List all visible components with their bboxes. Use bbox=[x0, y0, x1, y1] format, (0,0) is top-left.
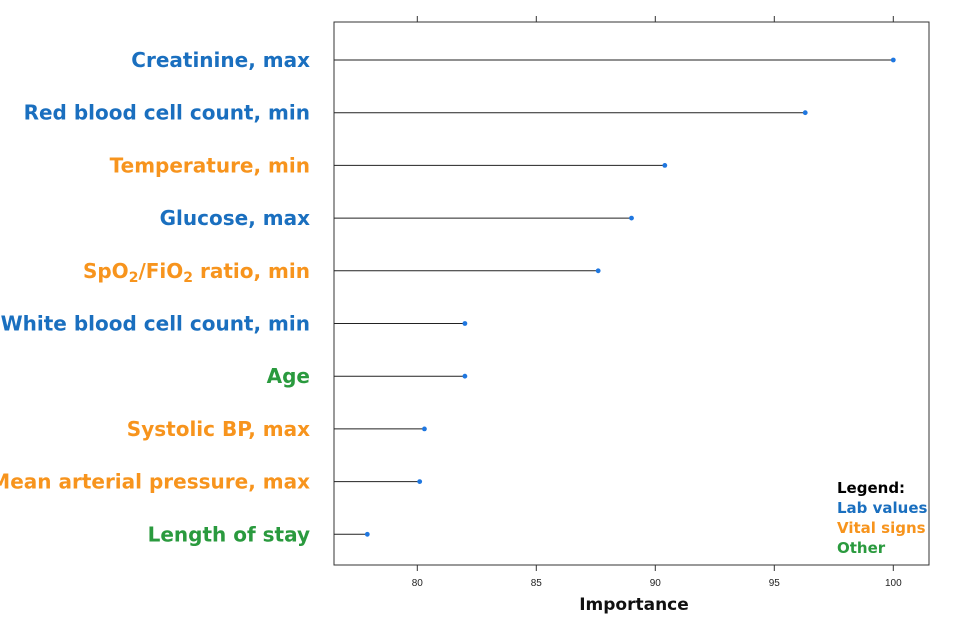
lollipop-point bbox=[462, 373, 468, 379]
lollipop-point bbox=[662, 163, 668, 168]
legend-title: Legend: bbox=[837, 479, 905, 497]
feature-label: Temperature, min bbox=[110, 153, 310, 177]
x-axis: 80 85 90 95 100 bbox=[412, 565, 902, 589]
legend-item-vital: Vital signs bbox=[837, 519, 926, 537]
feature-label: Creatinine, max bbox=[131, 48, 310, 72]
plot-frame bbox=[333, 21, 930, 566]
lollipop-point bbox=[629, 215, 634, 221]
feature-label: White blood cell count, min bbox=[1, 312, 310, 336]
lollipop-stems bbox=[334, 59, 894, 535]
feature-label: SpO2/FiO2 ratio, min bbox=[83, 259, 310, 286]
x-axis-title: Importance bbox=[579, 595, 689, 615]
x-tick-label: 95 bbox=[769, 578, 781, 589]
feature-label: Age bbox=[267, 364, 310, 388]
x-tick-label: 80 bbox=[412, 578, 424, 589]
x-tick-label: 85 bbox=[531, 578, 543, 589]
legend: Legend: Lab values Vital signs Other bbox=[837, 479, 928, 557]
lollipop-point bbox=[802, 110, 808, 116]
lollipop-point bbox=[422, 426, 427, 432]
feature-label: Glucose, max bbox=[160, 206, 310, 230]
legend-item-lab: Lab values bbox=[837, 499, 928, 517]
legend-item-other: Other bbox=[837, 539, 886, 557]
feature-label: Length of stay bbox=[148, 522, 310, 546]
lollipop-point bbox=[595, 268, 601, 274]
feature-label: Mean arterial pressure, max bbox=[0, 470, 310, 494]
lollipop-points bbox=[364, 57, 896, 537]
x-tick-label: 90 bbox=[650, 578, 662, 589]
feature-label: Systolic BP, max bbox=[127, 417, 310, 441]
lollipop-point bbox=[890, 57, 896, 63]
top-axis-ticks bbox=[416, 16, 894, 22]
x-tick-label: 100 bbox=[885, 578, 902, 589]
lollipop-point bbox=[462, 321, 468, 326]
lollipop-point bbox=[364, 531, 370, 537]
lollipop-point bbox=[417, 479, 423, 484]
feature-labels: Creatinine, max Red blood cell count, min… bbox=[0, 48, 310, 546]
feature-label: Red blood cell count, min bbox=[24, 101, 310, 125]
